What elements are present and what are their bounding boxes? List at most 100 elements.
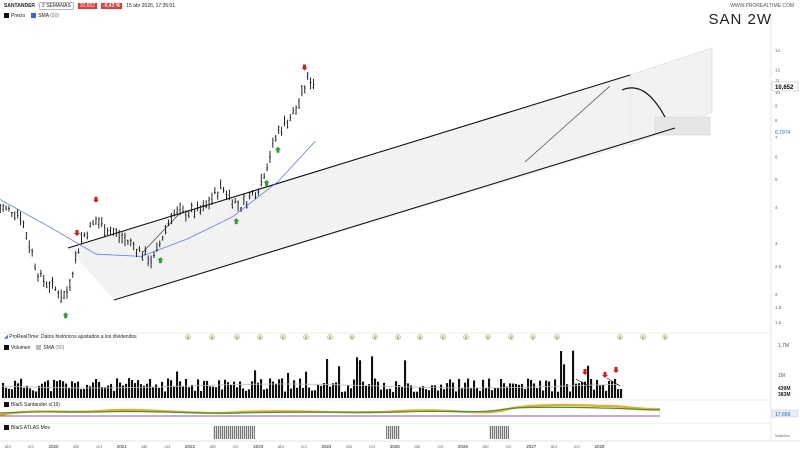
volume-bar (80, 389, 83, 398)
volume-trend-2 (606, 377, 621, 387)
x-tick-label: 2021 (117, 444, 128, 449)
x-tick-label: 2020 (48, 444, 59, 449)
x-tick-label: abr (482, 444, 489, 449)
x-tick-label: oct (574, 444, 581, 449)
dividend-marker-icon[interactable] (440, 334, 446, 340)
indicator-2-value: Vola/Vol (775, 433, 790, 438)
volume-scale-mid: 1M (778, 373, 785, 379)
volume-bar (371, 356, 374, 398)
dividend-marker-icon[interactable] (327, 334, 333, 340)
volume-bar (422, 386, 425, 398)
volume-bar (203, 380, 206, 398)
volume-bar (302, 387, 305, 398)
volume-bar (323, 383, 326, 398)
volume-bar (395, 381, 398, 398)
volume-bar (509, 383, 512, 398)
volume-bar (440, 384, 443, 398)
volume-bar (167, 378, 170, 398)
volume-sma-label[interactable]: SMA (50) (36, 345, 64, 351)
indicator-1-label[interactable]: BlaiS Santander x(19) (4, 402, 60, 408)
volume-bar (362, 381, 365, 398)
volume-bar (599, 385, 602, 398)
dividend-marker-icon[interactable] (463, 334, 469, 340)
volume-bar (65, 383, 68, 398)
dividend-marker-icon[interactable] (257, 334, 263, 340)
price-marker: 10,652 (775, 85, 794, 91)
x-tick-label: 2028 (594, 444, 605, 449)
volume-bar (377, 381, 380, 398)
y-tick-label: 1,8 (775, 305, 782, 310)
volume-bar (242, 388, 245, 398)
volume-bar (527, 378, 530, 398)
dividend-marker-icon[interactable] (372, 334, 378, 340)
volume-bar (149, 378, 152, 398)
dividend-marker-icon[interactable] (349, 334, 355, 340)
dividend-marker-icon[interactable] (530, 334, 536, 340)
volume-bar (272, 381, 275, 398)
volume-bar (560, 350, 563, 398)
chart-symbol-title: SAN 2W (708, 11, 772, 28)
dividend-marker-icon[interactable] (395, 334, 401, 340)
channel-fill (68, 75, 630, 300)
volume-bar (410, 385, 413, 398)
volume-bar (68, 387, 71, 398)
volume-bar (155, 384, 158, 398)
dividend-marker-label: D (419, 336, 422, 340)
x-axis-ticks: abr oct 2020 abr oct 2021 abr oct 2022 abr oct 2023… (5, 444, 605, 449)
volume-bar (305, 371, 308, 398)
sma-path (0, 140, 316, 257)
indicator-2-label[interactable]: BlaiS ATLAS Mov (4, 425, 50, 431)
sma-marker: 6,7974 (775, 130, 791, 136)
x-tick-label: 2024 (321, 444, 332, 449)
volume-label[interactable]: Volumen (4, 345, 30, 351)
volume-bar (425, 389, 428, 398)
buy-signal-arrow (62, 312, 69, 319)
volume-bar (455, 391, 458, 398)
dividend-marker-icon[interactable] (554, 334, 560, 340)
dividend-marker-icon[interactable] (617, 334, 623, 340)
x-tick-label: abr (346, 444, 353, 449)
dividend-marker-icon[interactable] (185, 334, 191, 340)
volume-bar (98, 381, 101, 398)
volume-bar (380, 389, 383, 398)
legend-price[interactable]: Precio (4, 13, 25, 19)
legend-sma[interactable]: SMA (50) (31, 13, 59, 19)
volume-bar (614, 378, 617, 398)
dividend-marker-icon[interactable] (417, 334, 423, 340)
volume-bar (212, 386, 215, 398)
ticker-label[interactable]: SANTANDER (4, 3, 36, 9)
volume-bar (287, 372, 290, 398)
volume-scale-top: 1,7M (778, 343, 790, 349)
volume-bar (53, 379, 56, 398)
timeframe-selector[interactable]: 2 SEMANAS (39, 2, 74, 10)
volume-bar (194, 390, 197, 398)
volume-bar (398, 384, 401, 398)
volume-last-1: 439M (778, 386, 791, 392)
x-tick-label: oct (232, 444, 239, 449)
volume-bar (134, 383, 137, 398)
volume-bar (551, 391, 554, 398)
x-tick-label: 2026 (458, 444, 469, 449)
dividend-marker-icon[interactable] (234, 334, 240, 340)
volume-bar (164, 391, 167, 398)
volume-bar (182, 386, 185, 398)
volume-bar (245, 390, 248, 398)
dividend-marker-icon[interactable] (640, 334, 646, 340)
volume-bar (554, 379, 557, 398)
volume-bar (581, 381, 584, 398)
volume-bar (110, 383, 113, 398)
volume-bar (104, 387, 107, 398)
volume-bar (2, 382, 5, 398)
volume-bar (608, 380, 611, 398)
volume-bar (557, 391, 560, 398)
dividend-marker-icon[interactable] (280, 334, 286, 340)
dividend-marker-icon[interactable] (508, 334, 514, 340)
dividend-marker-label: D (487, 336, 490, 340)
dividend-marker-icon[interactable] (209, 334, 215, 340)
dividend-marker-icon[interactable] (662, 334, 668, 340)
x-tick-label: oct (28, 444, 35, 449)
dividend-marker-icon[interactable] (303, 334, 309, 340)
dividend-marker-icon[interactable] (485, 334, 491, 340)
volume-bar (119, 382, 122, 398)
